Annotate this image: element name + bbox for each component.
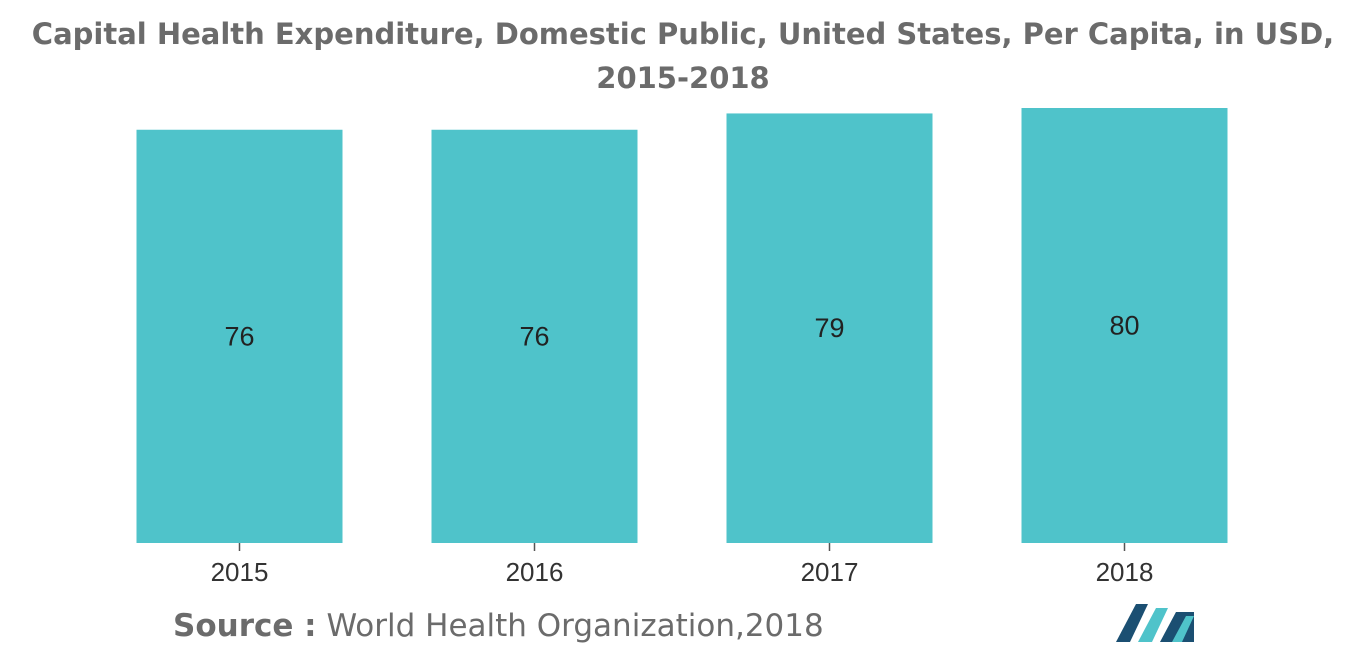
bar-chart: 76 76 79 80 2015 2016 2017 2018 [136, 108, 1228, 587]
bar-2015 [136, 129, 343, 543]
bar-value-label-2015: 76 [224, 321, 254, 351]
bar-2018 [1021, 108, 1228, 543]
x-tick-label-2017: 2017 [801, 557, 859, 587]
bars-layer [136, 108, 1228, 543]
value-labels-layer: 76 76 79 80 [224, 311, 1139, 352]
bar-value-label-2016: 76 [519, 321, 549, 351]
bar-value-label-2018: 80 [1109, 311, 1139, 341]
source-line: Source : World Health Organization,2018 [173, 604, 824, 648]
logo-left-shape [1116, 604, 1148, 642]
x-tick-label-2016: 2016 [506, 557, 564, 587]
x-tick-label-2015: 2015 [211, 557, 269, 587]
bar-value-label-2017: 79 [814, 313, 844, 343]
chart-title: Capital Health Expenditure, Domestic Pub… [31, 17, 1335, 95]
x-axis-ticks-layer: 2015 2016 2017 2018 [211, 543, 1154, 587]
bar-2016 [431, 129, 638, 543]
source-label: Source : [173, 608, 317, 644]
mordor-intelligence-logo-icon [1116, 604, 1194, 642]
bar-2017 [726, 113, 933, 543]
logo-accent-shape [1172, 616, 1194, 642]
logo-middle-shape [1138, 608, 1168, 642]
x-tick-label-2018: 2018 [1096, 557, 1154, 587]
source-text: World Health Organization,2018 [326, 608, 824, 644]
